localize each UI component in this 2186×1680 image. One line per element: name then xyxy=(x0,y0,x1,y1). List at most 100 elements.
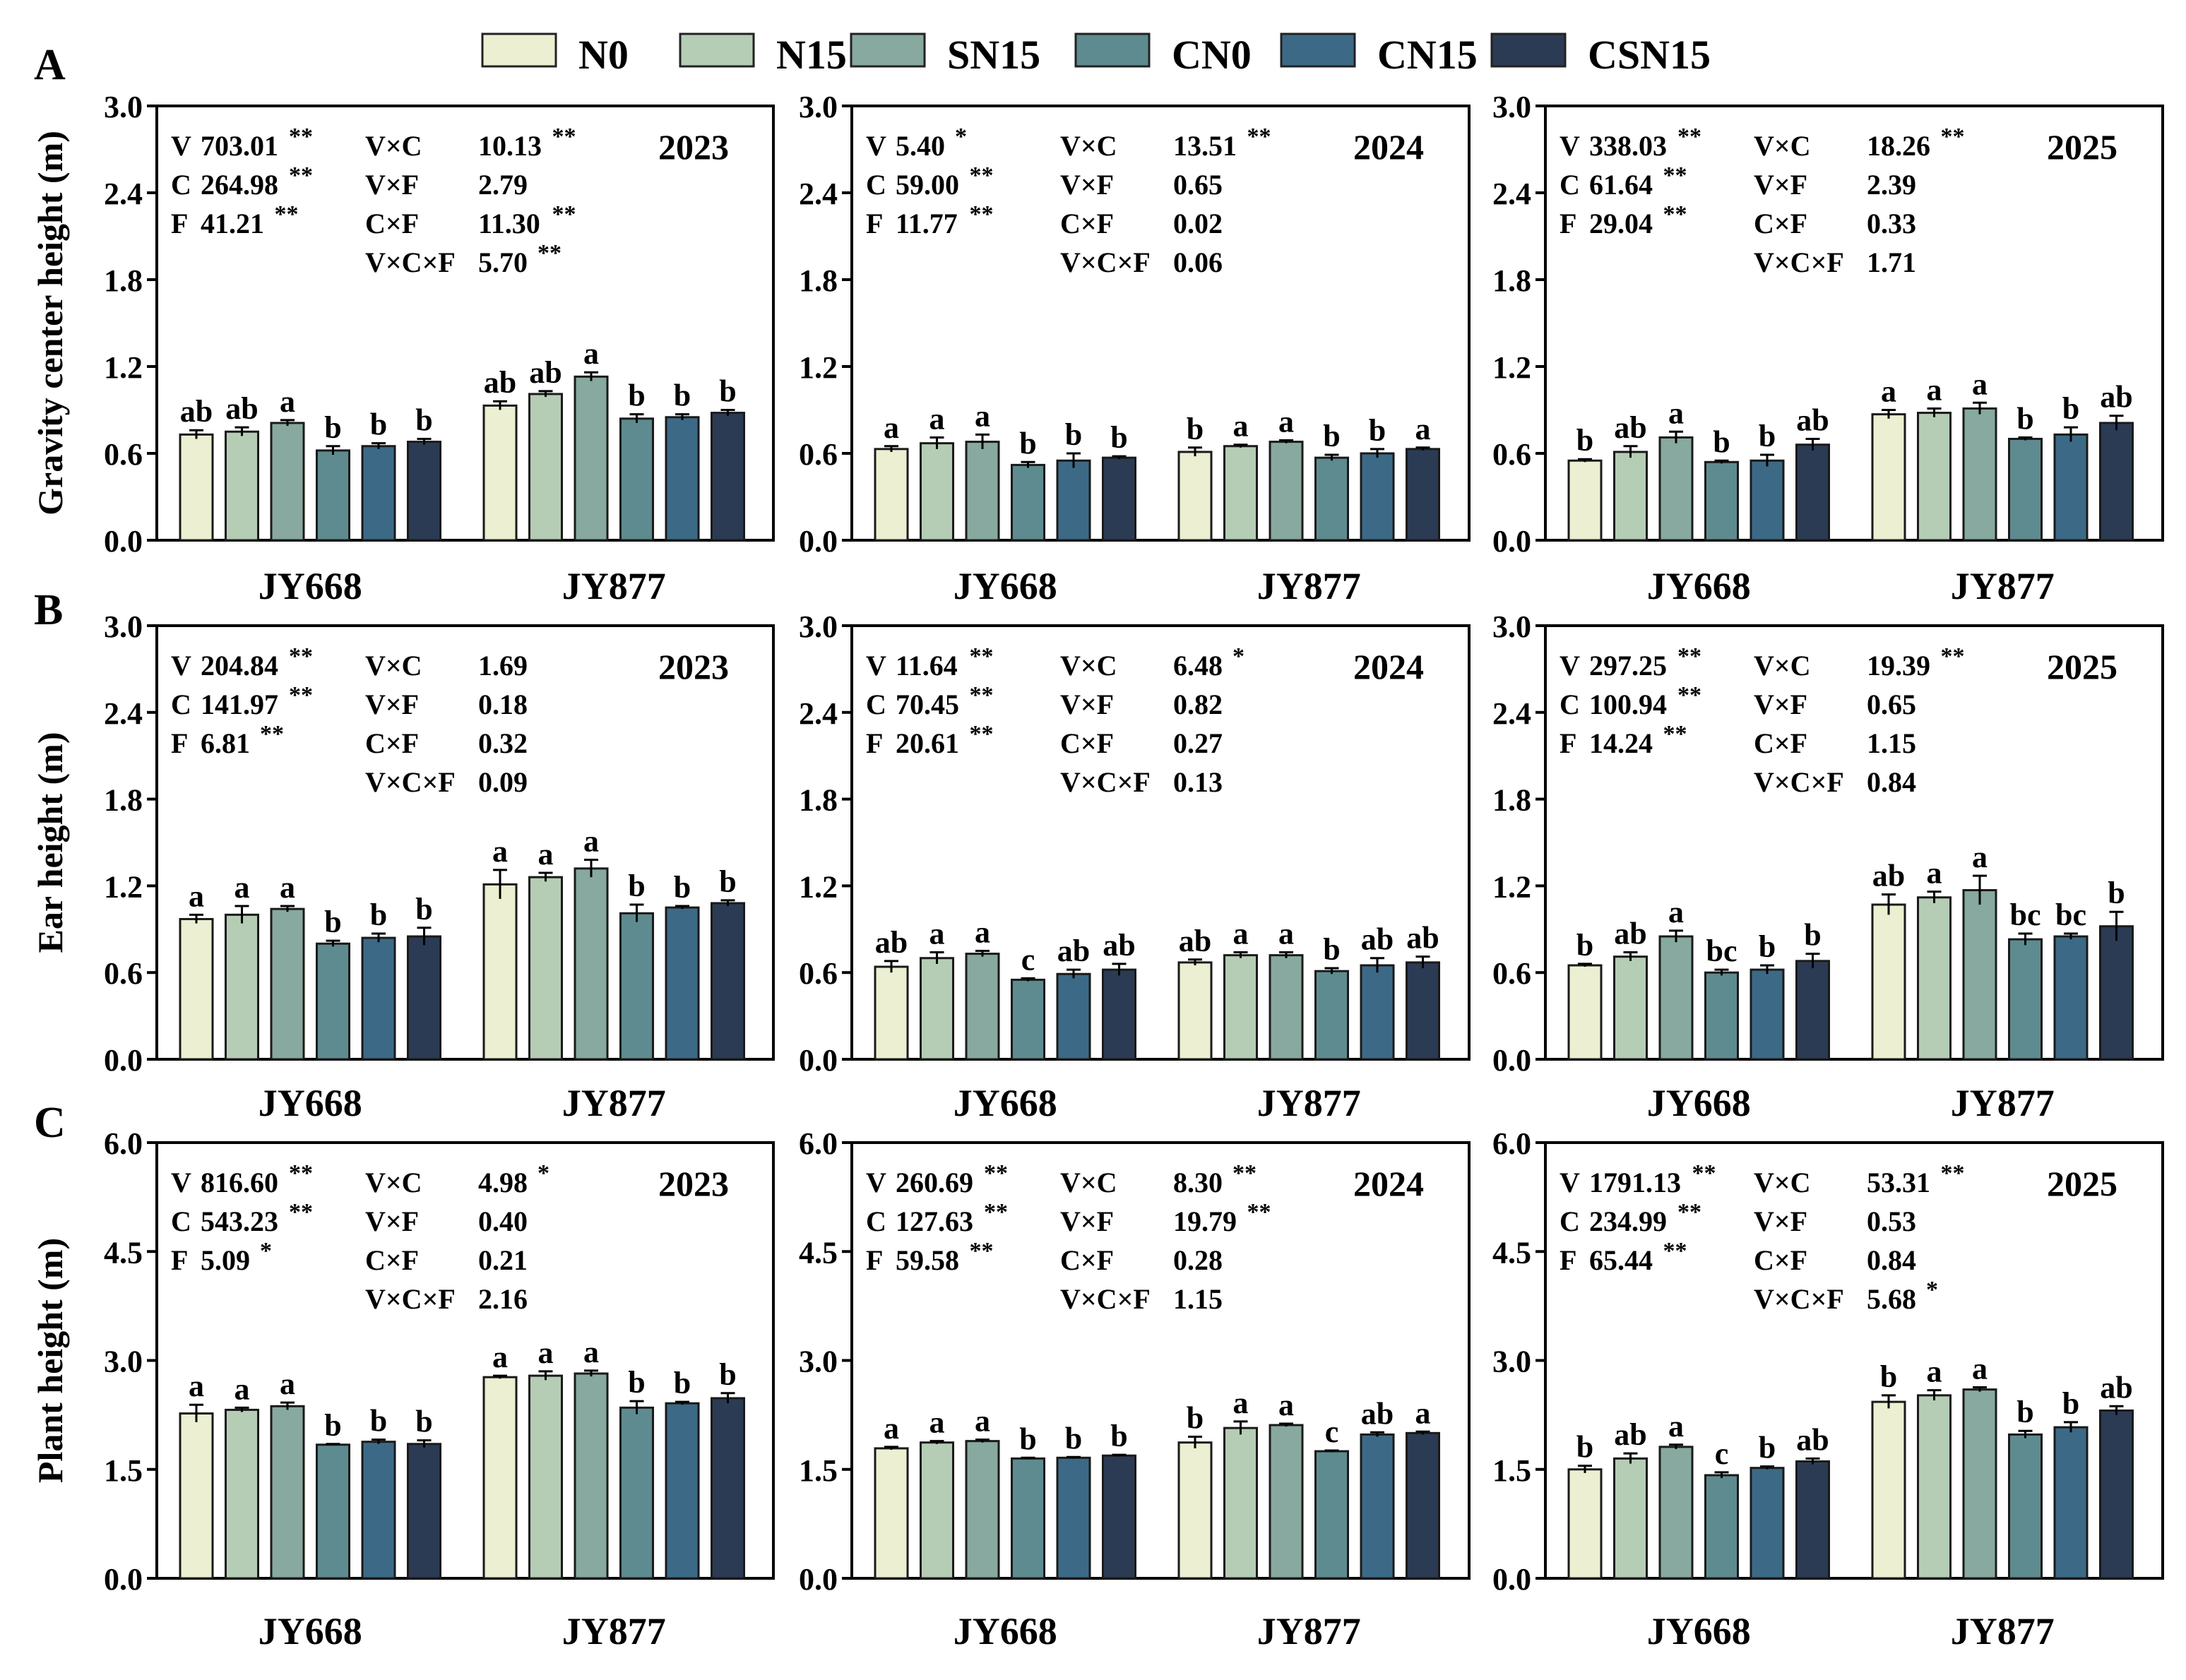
significance-letter: c xyxy=(1715,1436,1729,1471)
bar-cn0-jy877 xyxy=(1314,1450,1349,1580)
bar-cn0-jy877 xyxy=(2008,938,2043,1061)
stat-value: 65.44 xyxy=(1589,1244,1653,1276)
y-tick-label: 1.8 xyxy=(799,783,838,818)
bar-n0-jy668 xyxy=(874,448,909,542)
bar-sn15-jy877 xyxy=(1269,954,1304,1061)
stat-label: V×F xyxy=(365,1205,419,1237)
significance-letter: ab xyxy=(1179,924,1211,958)
significance-letter: a xyxy=(1278,917,1294,951)
stat-significance: ** xyxy=(289,682,313,708)
significance-letter: b xyxy=(674,379,691,413)
y-tick-label: 3.0 xyxy=(799,609,838,644)
stat-value: 0.82 xyxy=(1173,689,1223,720)
stat-significance: ** xyxy=(1247,124,1271,150)
stat-value: 0.27 xyxy=(1173,727,1223,759)
stat-value: 141.97 xyxy=(201,689,278,720)
significance-letter: b xyxy=(370,1404,387,1438)
significance-letter: a xyxy=(1415,1395,1431,1430)
panel-letter-b: B xyxy=(34,586,63,634)
y-tick-label: 1.2 xyxy=(1492,869,1531,904)
stat-value: 11.64 xyxy=(896,650,958,681)
bar-csn15-jy877 xyxy=(2099,1409,2134,1580)
bar-n0-jy668 xyxy=(179,1412,214,1580)
stat-label: V×C×F xyxy=(1060,766,1151,798)
significance-letter: bc xyxy=(2055,898,2086,932)
significance-letter: a xyxy=(975,915,990,950)
stat-label: F xyxy=(171,1244,188,1276)
significance-letter: a xyxy=(234,870,250,905)
category-label-jy877: JY877 xyxy=(1257,1610,1361,1652)
stat-significance: * xyxy=(955,124,967,150)
significance-letter: b xyxy=(1323,419,1340,453)
legend-label-n15: N15 xyxy=(776,32,847,78)
stat-label: C xyxy=(171,1205,191,1237)
significance-letter: b xyxy=(1713,424,1730,459)
bar-cn15-jy877 xyxy=(2053,935,2089,1061)
y-tick-label: 1.8 xyxy=(799,263,838,298)
bar-csn15-jy668 xyxy=(1795,443,1830,542)
category-label-jy877: JY877 xyxy=(1257,565,1361,607)
stat-value: 1791.13 xyxy=(1589,1167,1681,1198)
bar-n0-jy877 xyxy=(1871,413,1906,542)
bar-csn15-jy877 xyxy=(1406,448,1440,542)
stat-value: 204.84 xyxy=(201,650,278,681)
significance-letter: a xyxy=(1972,367,1988,401)
bar-n0-jy668 xyxy=(1567,1468,1603,1580)
bar-n15-jy877 xyxy=(1223,954,1258,1061)
y-tick-label: 0.0 xyxy=(1492,524,1531,559)
bar-n15-jy877 xyxy=(1223,1426,1258,1580)
category-label-jy668: JY668 xyxy=(954,1082,1057,1124)
y-tick-label: 6.0 xyxy=(1492,1126,1531,1161)
bar-cn15-jy668 xyxy=(1750,968,1785,1061)
bar-cn0-jy668 xyxy=(1011,1457,1045,1580)
bar-sn15-jy668 xyxy=(965,441,1000,542)
bar-n15-jy877 xyxy=(528,393,563,542)
legend-label-cn0: CN0 xyxy=(1172,32,1252,78)
significance-letter: a xyxy=(280,384,295,419)
y-tick-label: 1.2 xyxy=(104,350,143,385)
stat-value: 10.13 xyxy=(478,130,542,162)
stat-significance: ** xyxy=(1677,643,1701,669)
y-tick-label: 2.4 xyxy=(104,696,143,731)
stat-label: V×F xyxy=(1060,169,1114,201)
bar-n15-jy877 xyxy=(1917,896,1952,1061)
significance-letter: b xyxy=(2108,876,2125,910)
legend: N0 N15 SN15 CN0 CN15 CSN15 xyxy=(481,32,1711,78)
bar-n15-jy877 xyxy=(528,1374,563,1580)
stat-value: 4.98 xyxy=(478,1167,528,1198)
bar-sn15-jy877 xyxy=(1962,407,1997,542)
significance-letter: ab xyxy=(1872,859,1905,893)
significance-letter: a xyxy=(492,834,508,869)
bar-csn15-jy668 xyxy=(407,1443,441,1580)
significance-letter: a xyxy=(234,1371,250,1406)
stat-label: V×C xyxy=(1060,130,1117,162)
stat-label: C×F xyxy=(1754,1244,1807,1276)
stat-value: 0.65 xyxy=(1173,169,1223,201)
stat-significance: ** xyxy=(289,643,313,669)
significance-letter: b xyxy=(719,1357,736,1392)
y-tick-label: 0.0 xyxy=(104,1043,143,1078)
stat-label: V×C×F xyxy=(365,766,456,798)
bar-n15-jy668 xyxy=(920,442,954,542)
significance-letter: a xyxy=(583,824,599,859)
bar-cn15-jy668 xyxy=(1056,1456,1091,1580)
bar-n15-jy668 xyxy=(1613,1457,1648,1580)
stat-label: V×C×F xyxy=(1754,1283,1844,1315)
bar-n15-jy877 xyxy=(528,876,563,1061)
bar-n15-jy877 xyxy=(1917,412,1952,542)
bar-csn15-jy877 xyxy=(1406,961,1440,1061)
stat-significance: ** xyxy=(289,124,313,150)
plot-frame xyxy=(850,105,1471,542)
stat-label: V xyxy=(866,130,886,162)
bar-cn0-jy877 xyxy=(619,1406,654,1580)
stat-value: 0.53 xyxy=(1867,1205,1916,1237)
y-tick-label: 1.8 xyxy=(104,263,143,298)
y-tick-label: 3.0 xyxy=(1492,90,1531,124)
significance-letter: a xyxy=(929,401,945,436)
significance-letter: ab xyxy=(875,925,908,960)
stat-significance: ** xyxy=(275,201,299,227)
plot-frame xyxy=(155,105,775,542)
